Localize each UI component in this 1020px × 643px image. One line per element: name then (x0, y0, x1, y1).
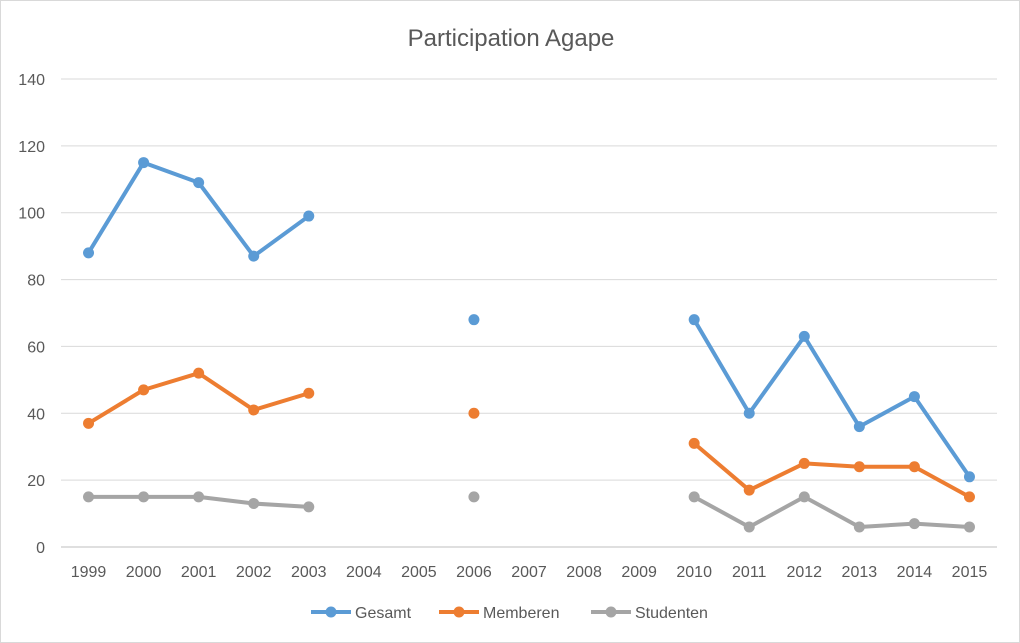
data-point (743, 521, 755, 533)
data-point (138, 384, 150, 396)
data-point (688, 491, 700, 503)
data-point (853, 421, 865, 433)
data-point (798, 330, 810, 342)
data-point (248, 404, 260, 416)
x-tick-label: 2005 (401, 564, 437, 581)
data-point (83, 491, 95, 503)
legend-item-memberen[interactable]: Memberen (439, 605, 559, 622)
legend-marker (605, 606, 617, 618)
y-tick-label: 0 (36, 540, 45, 557)
x-tick-label: 2008 (566, 564, 602, 581)
x-tick-label: 2002 (236, 564, 272, 581)
data-point (798, 457, 810, 469)
data-point (83, 247, 95, 259)
legend-marker (325, 606, 337, 618)
y-axis-ticks: 0 20 40 60 80 100 120 140 (18, 72, 45, 557)
y-tick-label: 40 (27, 406, 45, 423)
x-tick-label: 2010 (676, 564, 712, 581)
data-point (688, 314, 700, 326)
x-tick-label: 2011 (732, 564, 767, 581)
data-point (303, 387, 315, 399)
data-point (303, 210, 315, 222)
x-tick-label: 2004 (346, 564, 382, 581)
data-point (743, 407, 755, 419)
data-point (798, 491, 810, 503)
x-tick-label: 2015 (952, 564, 988, 581)
x-tick-label: 2001 (181, 564, 217, 581)
legend-label: Gesamt (355, 605, 412, 622)
data-point (688, 437, 700, 449)
y-tick-label: 60 (27, 339, 45, 356)
series-line (692, 441, 972, 499)
data-point (193, 491, 205, 503)
data-point (963, 521, 975, 533)
legend-label: Memberen (483, 605, 559, 622)
data-point (908, 391, 920, 403)
data-point (83, 417, 95, 429)
x-tick-label: 2009 (621, 564, 657, 581)
data-point (193, 177, 205, 189)
y-tick-label: 100 (18, 206, 45, 223)
y-tick-label: 80 (27, 273, 45, 290)
data-point (853, 461, 865, 473)
series-memberen (83, 367, 975, 503)
data-point (963, 491, 975, 503)
data-point (963, 471, 975, 483)
data-point (908, 461, 920, 473)
series-line (692, 494, 972, 529)
data-point (248, 250, 260, 262)
series-gesamt (83, 157, 975, 483)
x-axis-ticks: 1999 2000 2001 2002 2003 2004 2005 2006 2007 2008… (71, 564, 988, 581)
data-point (468, 314, 480, 326)
y-tick-label: 140 (18, 72, 45, 89)
legend-label: Studenten (635, 605, 708, 622)
data-point (853, 521, 865, 533)
gridlines (61, 78, 997, 548)
x-tick-label: 2013 (842, 564, 878, 581)
x-tick-label: 2007 (511, 564, 547, 581)
data-point (468, 407, 480, 419)
series-studenten (83, 491, 975, 533)
data-point (908, 518, 920, 530)
data-point (138, 157, 150, 169)
data-point (468, 491, 480, 503)
data-point (138, 491, 150, 503)
y-tick-label: 120 (18, 139, 45, 156)
data-point (193, 367, 205, 379)
data-point (743, 484, 755, 496)
series-group (83, 157, 975, 533)
x-tick-label: 2006 (456, 564, 492, 581)
legend-marker (453, 606, 465, 618)
series-line (86, 160, 311, 259)
x-tick-label: 2003 (291, 564, 327, 581)
series-line (86, 371, 311, 426)
legend-item-gesamt[interactable]: Gesamt (311, 605, 412, 622)
x-tick-label: 1999 (71, 564, 107, 581)
y-tick-label: 20 (27, 473, 45, 490)
series-line (692, 317, 972, 479)
x-tick-label: 2012 (786, 564, 822, 581)
data-point (303, 501, 315, 513)
chart-title: Participation Agape (408, 25, 615, 52)
x-tick-label: 2014 (897, 564, 933, 581)
legend-item-studenten[interactable]: Studenten (591, 605, 708, 622)
data-point (248, 498, 260, 510)
legend[interactable]: Gesamt Memberen Studenten (311, 605, 708, 622)
x-tick-label: 2000 (126, 564, 162, 581)
